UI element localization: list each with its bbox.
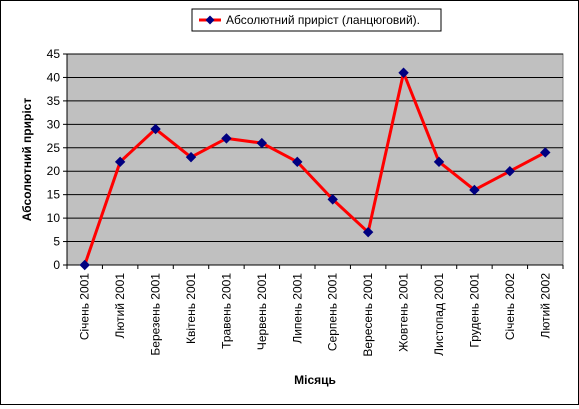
data-point-marker <box>327 194 338 205</box>
y-tick-label: 15 <box>47 188 61 202</box>
x-axis-title: Місяць <box>294 373 336 387</box>
gridlines <box>67 53 563 243</box>
x-tick-label: Січень 2002 <box>503 273 517 340</box>
series-group <box>79 67 551 271</box>
y-tick-label: 40 <box>47 70 61 84</box>
data-point-marker <box>540 147 551 158</box>
x-tick-label: Квітень 2001 <box>184 273 198 344</box>
x-tick-label: Жовтень 2001 <box>397 273 411 352</box>
y-tick-label: 30 <box>47 117 61 131</box>
legend-marker-swatch <box>205 15 215 25</box>
plot-area <box>66 53 564 266</box>
x-tick-label: Серпень 2001 <box>326 273 340 351</box>
data-point-marker <box>362 226 374 238</box>
x-tick-label: Вересень 2001 <box>361 273 375 357</box>
legend-label: Абсолютний приріст (ланцюговий). <box>226 13 420 27</box>
y-tick-label: 0 <box>53 258 60 272</box>
x-tick-label: Червень 2001 <box>255 273 269 350</box>
y-axis-title: Абсолютний приріст <box>20 98 34 222</box>
data-point-marker <box>292 156 303 168</box>
x-tick-label: Лютий 2001 <box>113 273 127 339</box>
data-point-marker <box>469 184 480 196</box>
y-tick-label: 20 <box>47 164 61 178</box>
y-tick-label: 45 <box>47 47 61 61</box>
y-tick-label: 5 <box>53 235 60 249</box>
series-line <box>83 71 546 266</box>
x-tick-label: Січень 2001 <box>78 273 92 340</box>
x-tick-label: Лютий 2002 <box>538 273 552 339</box>
legend: Абсолютний приріст (ланцюговий). <box>191 8 442 32</box>
y-tick-label: 10 <box>47 211 61 225</box>
x-tick-label: Листопад 2001 <box>432 273 446 356</box>
x-tick-label: Грудень 2001 <box>467 273 481 348</box>
x-axis: Січень 2001 Лютий 2001 Березень 2001 Квітен… <box>66 264 564 357</box>
data-point-marker <box>150 123 161 135</box>
y-axis: 0 5 10 15 20 25 30 35 40 45 <box>47 47 68 272</box>
legend-box <box>191 8 442 32</box>
data-point-marker <box>79 259 90 271</box>
data-point-marker <box>504 166 516 177</box>
data-point-marker <box>185 151 197 163</box>
data-point-marker <box>114 156 126 168</box>
y-tick-label: 25 <box>47 141 61 155</box>
data-point-marker <box>256 137 268 149</box>
x-tick-label: Березень 2001 <box>149 273 163 356</box>
x-tick-label: Травень 2001 <box>219 273 233 349</box>
x-tick-label: Липень 2001 <box>290 273 304 344</box>
data-point-marker <box>398 67 409 78</box>
data-point-marker <box>221 133 232 144</box>
data-point-marker <box>433 156 445 168</box>
y-tick-label: 35 <box>47 94 61 108</box>
